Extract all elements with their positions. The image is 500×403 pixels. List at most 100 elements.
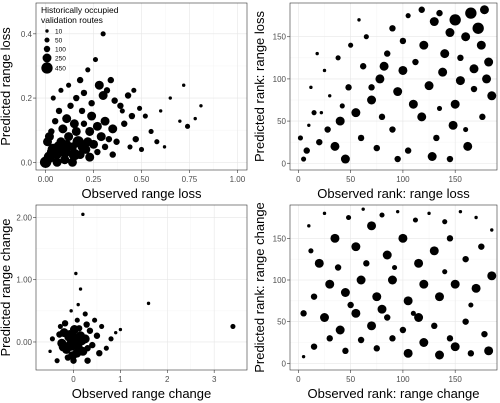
data-point <box>379 212 385 218</box>
y-axis-title: Predicted rank: range change <box>252 202 267 373</box>
data-point <box>314 258 324 268</box>
data-point <box>109 151 116 158</box>
data-point <box>113 138 120 145</box>
data-point <box>118 327 123 332</box>
data-point <box>465 7 477 19</box>
x-tick-label: 0 <box>296 375 301 384</box>
legend-key <box>41 62 53 74</box>
x-tick-label: 1.00 <box>230 175 246 184</box>
y-tick-label: 100 <box>273 75 287 84</box>
data-point <box>137 105 143 111</box>
data-point <box>309 85 313 90</box>
data-point <box>467 350 475 357</box>
data-point <box>384 314 391 321</box>
data-point <box>463 126 469 133</box>
data-point <box>446 235 454 242</box>
data-point <box>310 293 318 300</box>
x-axis-title: Observed range loss <box>82 186 202 201</box>
data-point <box>373 345 380 352</box>
data-point <box>132 135 139 143</box>
data-point <box>193 116 197 121</box>
data-point <box>85 126 95 136</box>
data-point <box>68 148 81 161</box>
data-point <box>78 107 86 115</box>
legend-label: 50 <box>55 38 63 45</box>
data-point <box>398 65 408 75</box>
data-point <box>70 357 77 364</box>
data-point <box>368 84 375 91</box>
data-point <box>391 264 398 271</box>
data-point <box>148 128 154 135</box>
data-point <box>92 121 102 131</box>
data-point <box>83 321 90 328</box>
data-point <box>324 126 331 133</box>
data-point <box>119 108 125 114</box>
x-tick-label: 2 <box>165 375 170 384</box>
data-point <box>357 134 365 142</box>
data-point <box>487 91 497 101</box>
data-point <box>311 110 317 116</box>
data-point <box>162 145 167 149</box>
data-point <box>325 279 335 289</box>
data-point <box>462 318 469 325</box>
data-point <box>330 233 340 243</box>
data-point <box>168 96 172 100</box>
data-point <box>412 217 419 223</box>
data-point <box>114 330 118 335</box>
data-point <box>356 275 366 285</box>
data-point <box>479 5 489 15</box>
data-point <box>230 323 236 329</box>
data-point <box>450 99 460 109</box>
data-point <box>442 219 448 225</box>
data-point <box>87 111 97 121</box>
panel-border <box>35 204 248 371</box>
data-point <box>340 288 350 297</box>
data-point <box>88 100 95 107</box>
data-point <box>85 67 91 73</box>
data-point <box>315 51 319 56</box>
x-axis-title: Observed rank: range loss <box>317 186 470 201</box>
data-point <box>297 135 304 141</box>
data-point <box>382 250 392 260</box>
data-point <box>93 332 101 339</box>
x-tick-label: 3 <box>212 375 217 384</box>
data-point <box>389 335 396 342</box>
x-tick-label: 1 <box>118 375 123 384</box>
data-point <box>64 132 74 142</box>
y-tick-label: 0 <box>282 159 287 168</box>
data-point <box>384 50 391 57</box>
data-point <box>322 211 327 216</box>
data-point <box>448 120 458 130</box>
data-point <box>100 116 110 126</box>
data-point <box>408 99 418 109</box>
legend-label: 250 <box>55 56 66 63</box>
data-point <box>53 141 65 153</box>
data-point <box>484 57 494 67</box>
x-tick-label: 150 <box>449 375 463 384</box>
data-point <box>342 347 349 355</box>
data-point <box>470 85 478 93</box>
data-point <box>182 83 186 87</box>
data-point <box>351 108 361 118</box>
data-point <box>67 102 74 109</box>
legend-key <box>43 45 51 53</box>
data-point <box>484 346 494 356</box>
y-tick-label: 0.00 <box>16 338 32 347</box>
data-point <box>399 37 407 45</box>
data-point <box>399 326 407 334</box>
data-point <box>449 14 461 26</box>
data-point <box>328 94 332 98</box>
data-point <box>61 320 69 327</box>
data-point <box>69 309 73 313</box>
data-point <box>468 302 474 308</box>
data-point <box>398 233 408 243</box>
legend-label: 10 <box>55 29 63 36</box>
data-point <box>184 123 191 129</box>
data-point <box>103 345 109 351</box>
panel-3: 0 1 2 3 0.00 1.00 2.00 Observed range change Pre… <box>0 204 248 401</box>
data-point <box>417 112 427 122</box>
data-point <box>378 113 386 121</box>
data-point <box>100 31 106 37</box>
data-point <box>50 95 56 101</box>
data-point <box>469 64 479 74</box>
